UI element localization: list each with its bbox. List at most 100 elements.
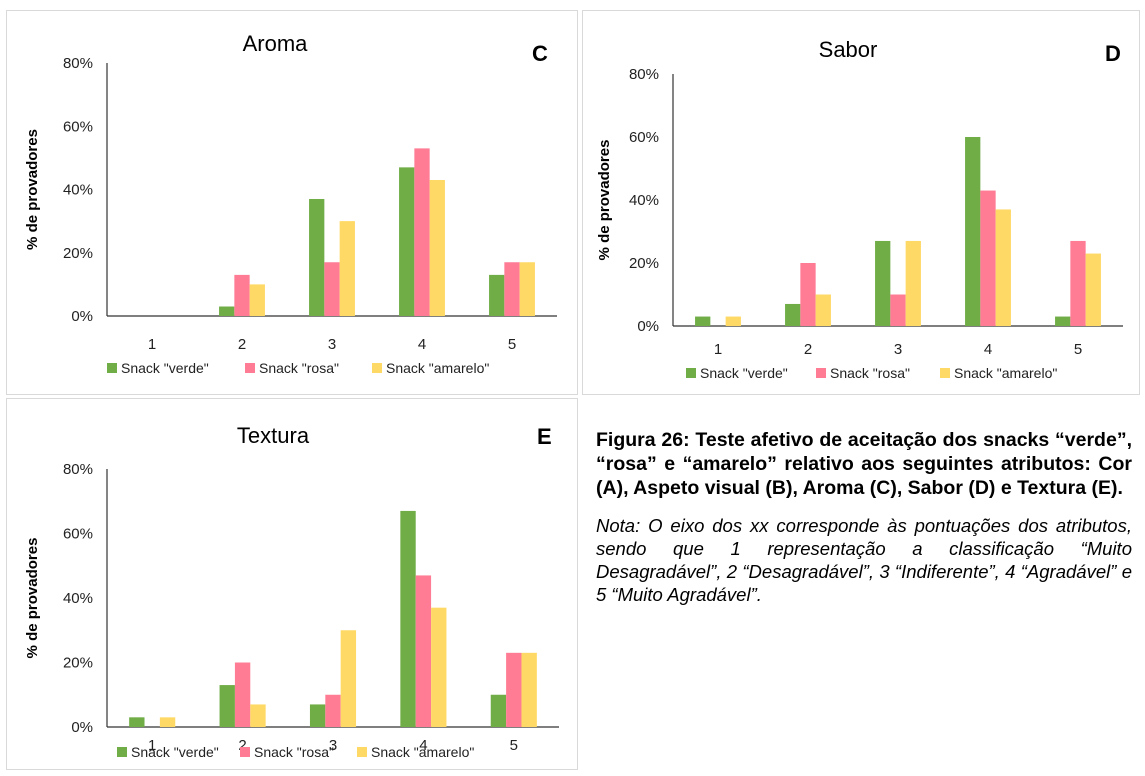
panel-letter: C [532, 41, 548, 66]
y-tick-label: 60% [63, 118, 93, 135]
legend-label: Snack "rosa" [254, 744, 334, 760]
x-tick-label: 3 [894, 341, 902, 358]
bar [234, 662, 251, 727]
bar [309, 198, 325, 316]
y-tick-label: 80% [63, 55, 93, 72]
x-tick-label: 2 [804, 341, 812, 358]
chart-panel-aroma: Aroma C % de provadores 0% 20% 40% 60% 80% 1 2 3 4 5… [6, 10, 578, 395]
bar [219, 685, 235, 727]
legend-label: Snack "verde" [700, 365, 788, 381]
legend-label: Snack "amarelo" [386, 360, 489, 376]
chart-title: Sabor [819, 37, 878, 62]
legend-label: Snack "verde" [131, 744, 219, 760]
legend-swatch [245, 363, 255, 373]
legend-label: Snack "rosa" [830, 365, 910, 381]
chart-panel-textura: Textura E % de provadores 0% 20% 40% 60% 80% 1 2 3… [6, 398, 578, 770]
panel-letter: D [1105, 41, 1121, 66]
bar [324, 262, 340, 316]
y-tick-label: 20% [63, 245, 93, 262]
caption-title: Figura 26: Teste afetivo de aceitação do… [596, 429, 1132, 499]
legend-swatch [940, 368, 950, 378]
bar [695, 316, 711, 326]
y-axis-label: % de provadores [24, 129, 41, 250]
bar [521, 652, 537, 727]
legend-label: Snack "rosa" [259, 360, 339, 376]
bar [325, 694, 341, 727]
y-tick-label: 40% [63, 590, 93, 607]
x-tick-label: 1 [714, 341, 722, 358]
bar [815, 294, 831, 326]
bar [490, 694, 507, 727]
chart-aroma: Aroma C % de provadores 0% 20% 40% 60% 80% 1 2 3 4 5… [24, 31, 557, 376]
chart-title: Textura [237, 423, 310, 448]
bar [414, 148, 430, 316]
x-tick-label: 2 [238, 336, 246, 353]
figure-caption: Figura 26: Teste afetivo de aceitação do… [596, 428, 1132, 606]
y-axis-label: % de provadores [596, 140, 613, 261]
x-tick-label: 4 [984, 341, 992, 358]
bar [339, 221, 355, 316]
legend-swatch [372, 363, 382, 373]
x-tick-label: 4 [419, 737, 427, 754]
bar [785, 303, 801, 326]
x-tick-label: 1 [148, 336, 156, 353]
x-tick-label: 5 [508, 336, 516, 353]
bar [725, 316, 741, 326]
y-tick-label: 60% [629, 129, 659, 146]
legend-swatch [686, 368, 696, 378]
bar [489, 274, 505, 316]
chart-textura: Textura E % de provadores 0% 20% 40% 60% 80% 1 2 3… [24, 423, 559, 760]
y-tick-label: 60% [63, 526, 93, 543]
y-tick-label: 40% [629, 192, 659, 209]
bar [1085, 253, 1101, 326]
y-tick-label: 0% [71, 308, 93, 325]
bar [250, 704, 266, 727]
y-tick-label: 20% [629, 255, 659, 272]
chart-sabor: Sabor D % de provadores 0% 20% 40% 60% 80% 1 2 3 4 5… [596, 37, 1123, 381]
x-tick-label: 1 [148, 737, 156, 754]
bar [995, 209, 1011, 326]
x-tick-label: 4 [418, 336, 426, 353]
bar [399, 167, 415, 316]
y-axis-label: % de provadores [24, 538, 41, 659]
legend-label: Snack "verde" [121, 360, 209, 376]
legend-swatch [117, 747, 127, 757]
bar [415, 575, 432, 727]
x-tick-label: 3 [328, 336, 336, 353]
chart-title: Aroma [243, 31, 309, 56]
x-tick-label: 3 [329, 737, 337, 754]
legend-swatch [240, 747, 250, 757]
bar [340, 630, 357, 727]
bar [309, 704, 326, 727]
bar [129, 717, 145, 727]
bar [1055, 316, 1071, 326]
bar [875, 240, 891, 326]
bar [234, 274, 250, 316]
panel-letter: E [537, 424, 552, 449]
bar [1070, 240, 1086, 326]
legend-swatch [816, 368, 826, 378]
bar [219, 306, 235, 316]
bar [519, 262, 535, 316]
y-tick-label: 0% [637, 318, 659, 335]
y-tick-label: 40% [63, 182, 93, 199]
x-tick-label: 5 [1074, 341, 1082, 358]
y-tick-label: 80% [63, 461, 93, 478]
bar [905, 240, 921, 326]
legend-label: Snack "amarelo" [954, 365, 1057, 381]
legend-swatch [107, 363, 117, 373]
bar [249, 284, 265, 316]
bar [159, 717, 176, 727]
legend-label: Snack "amarelo" [371, 744, 474, 760]
x-tick-label: 2 [238, 737, 246, 754]
y-tick-label: 0% [71, 719, 93, 736]
caption-note: Nota: O eixo dos xx corresponde às pontu… [596, 515, 1132, 605]
y-tick-label: 20% [63, 655, 93, 672]
bar [890, 294, 906, 326]
chart-panel-sabor: Sabor D % de provadores 0% 20% 40% 60% 80% 1 2 3 4 5… [582, 10, 1140, 395]
bar [400, 510, 416, 727]
bar [431, 607, 447, 727]
bar [429, 180, 445, 316]
bar [980, 190, 996, 326]
bar [800, 263, 816, 326]
